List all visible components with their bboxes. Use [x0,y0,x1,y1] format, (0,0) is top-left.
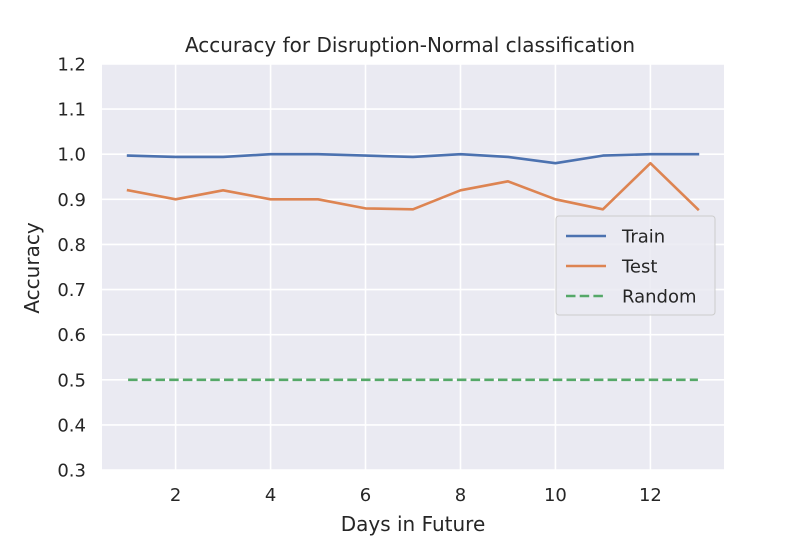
series-lines [126,152,700,382]
series-line-train [126,152,700,165]
chart-title: Accuracy for Disruption-Normal classific… [185,33,635,57]
legend: Train Test Random [555,215,716,316]
y-tick-label: 0.8 [57,235,86,256]
y-tick-label: 0.9 [57,190,86,211]
x-tick-label: 4 [265,485,276,506]
x-tick-label: 10 [544,485,567,506]
legend-label-test: Test [621,257,657,278]
y-tick-label: 0.4 [57,415,86,436]
y-tick-label: 1.2 [57,55,86,76]
legend-label-random: Random [622,287,697,308]
x-tick-label: 8 [455,485,466,506]
y-axis-title: Accuracy [20,222,44,313]
y-axis-ticks: 0.3 0.4 0.5 0.6 0.7 0.8 0.9 1.0 1.1 1.2 [57,55,86,482]
y-tick-label: 1.0 [57,145,86,166]
x-tick-label: 6 [360,485,371,506]
y-tick-label: 0.7 [57,280,86,301]
y-tick-label: 0.6 [57,325,86,346]
x-tick-label: 12 [639,485,662,506]
legend-box [555,215,716,316]
legend-label-train: Train [621,227,665,248]
x-axis-ticks: 2 4 6 8 10 12 [170,485,662,506]
y-tick-label: 0.5 [57,370,86,391]
x-tick-label: 2 [170,485,181,506]
y-tick-label: 1.1 [57,100,86,121]
series-line-test [126,161,700,212]
y-tick-label: 0.3 [57,461,86,482]
x-axis-title: Days in Future [341,512,486,536]
